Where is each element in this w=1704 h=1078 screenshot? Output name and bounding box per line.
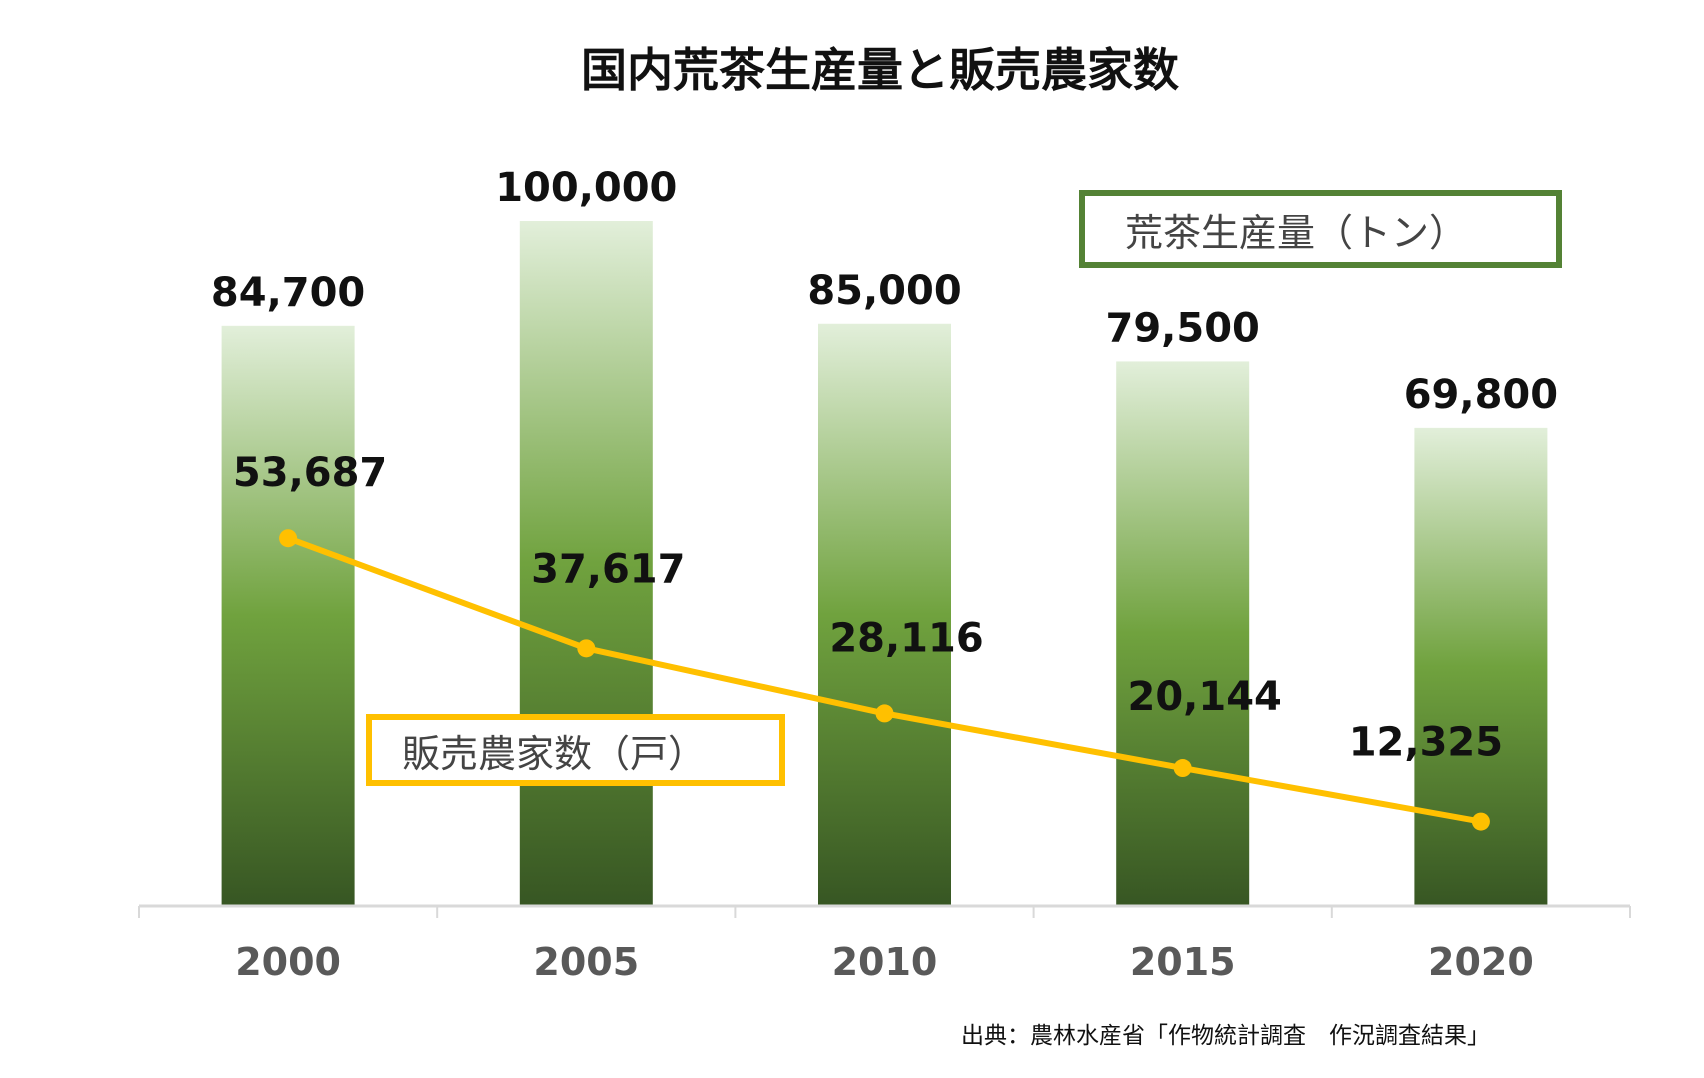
bar-value-label: 85,000 <box>807 268 961 314</box>
bar-value-label: 84,700 <box>211 270 365 316</box>
x-tick-label: 2005 <box>533 940 639 984</box>
bar-value-label: 100,000 <box>495 165 677 211</box>
bar-2015 <box>1116 361 1250 906</box>
chart-title: 国内荒茶生産量と販売農家数 <box>581 43 1179 97</box>
farm-count-point <box>1471 812 1490 831</box>
farm-count-point <box>577 639 596 658</box>
line-value-label: 53,687 <box>233 450 387 496</box>
source-note: 出典：農林水産省「作物統計調査 作況調査結果」 <box>961 1023 1490 1049</box>
line-value-label: 12,325 <box>1349 720 1503 766</box>
farm-count-point <box>1173 759 1192 778</box>
line-value-label: 28,116 <box>829 615 983 661</box>
bar-2005 <box>519 221 653 906</box>
farm-count-point <box>279 529 298 548</box>
bar-value-label: 79,500 <box>1106 305 1260 351</box>
farm-count-point <box>875 704 894 723</box>
bar-2010 <box>818 323 951 906</box>
x-tick-label: 2010 <box>832 940 938 984</box>
legend-line-series: 販売農家数（戸） <box>366 714 785 786</box>
bar-2020 <box>1414 427 1548 906</box>
x-tick-label: 2020 <box>1428 940 1534 984</box>
legend-bar-series: 荒茶生産量（トン） <box>1079 190 1562 268</box>
line-value-label: 37,617 <box>531 546 685 592</box>
line-value-label: 20,144 <box>1128 674 1282 720</box>
x-tick-label: 2015 <box>1130 940 1236 984</box>
x-tick-label: 2000 <box>235 940 341 984</box>
bar-value-label: 69,800 <box>1404 372 1558 418</box>
bar-2000 <box>221 325 355 906</box>
